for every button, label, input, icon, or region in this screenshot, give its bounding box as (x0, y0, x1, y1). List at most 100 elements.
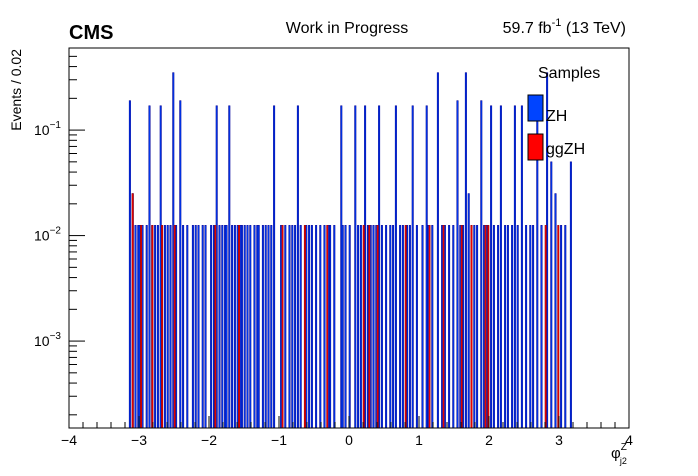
y-axis-title: Events / 0.02 (8, 49, 24, 131)
bar-zh (476, 225, 479, 429)
bar-zh (197, 225, 200, 429)
bar-ggzh (368, 225, 371, 429)
bar-ggzh (281, 225, 284, 429)
y-tick-exponent: −1 (50, 120, 62, 131)
bar-zh (299, 225, 302, 429)
energy-value: (13 TeV) (566, 20, 626, 37)
bar-zh (294, 225, 297, 429)
bar-zh (333, 225, 336, 429)
bar-zh (511, 225, 514, 429)
bar-zh (385, 225, 388, 429)
bar-zh (264, 225, 267, 429)
y-tick-label: 10−2 (34, 226, 61, 244)
legend-label-zh: ZH (546, 108, 567, 125)
bar-zh (344, 225, 347, 429)
bar-zh (415, 225, 418, 429)
bar-zh (243, 225, 246, 429)
bar-zh (372, 225, 375, 429)
x-axis-title: φZ j2 (611, 442, 627, 466)
bar-zh (354, 105, 357, 429)
bar-ggzh (131, 193, 134, 429)
bar-ggzh (238, 225, 241, 429)
bar-zh (490, 105, 493, 429)
bar-zh (516, 225, 519, 429)
x-axis-title-main: φ (611, 445, 621, 462)
bar-zh (246, 225, 249, 429)
bar-zh (359, 225, 362, 429)
bar-zh (380, 225, 383, 429)
bar-zh (225, 225, 228, 429)
bar-zh (564, 225, 567, 429)
bar-zh (270, 225, 273, 429)
bar-zh (296, 105, 299, 429)
bar-zh (233, 225, 236, 429)
bar-zh (288, 225, 291, 429)
bar-zh (492, 225, 495, 429)
bar-ggzh (428, 225, 431, 429)
bar-ggzh (460, 225, 463, 429)
bar-zh (228, 105, 231, 429)
bar-ggzh (404, 225, 407, 429)
bar-zh (182, 225, 185, 429)
bar-zh (529, 225, 532, 429)
bar-zh (166, 225, 169, 429)
legend-swatch-ggzh (527, 133, 544, 161)
bar-zh (191, 225, 194, 429)
bar-zh (520, 105, 523, 429)
bar-zh (204, 225, 207, 429)
bar-zh (497, 225, 500, 429)
x-axis-title-sub: j2 (619, 456, 627, 466)
x-tick-label: −2 (201, 432, 217, 448)
bar-ggzh (151, 225, 154, 429)
y-tick-exponent: −2 (50, 226, 62, 237)
bar-zh (467, 193, 470, 429)
bar-ggzh (303, 225, 306, 429)
lumi-exponent: -1 (552, 17, 562, 29)
bar-ggzh (470, 225, 473, 429)
bar-zh (284, 225, 287, 429)
bar-ggzh (214, 225, 217, 429)
y-tick-base: 10 (34, 228, 50, 244)
bar-zh (128, 100, 131, 429)
bar-zh (401, 225, 404, 429)
bar-zh (134, 225, 137, 429)
bar-zh (163, 225, 166, 429)
bar-zh (315, 225, 318, 429)
legend-title: Samples (538, 65, 600, 82)
status-label: Work in Progress (286, 20, 408, 37)
bar-zh (525, 225, 528, 429)
bar-zh (436, 72, 439, 429)
bar-zh (221, 225, 224, 429)
bar-zh (431, 225, 434, 429)
x-tick-label: 1 (415, 432, 423, 448)
bar-zh (210, 225, 213, 429)
bar-zh (569, 161, 572, 429)
bar-ggzh (487, 225, 490, 429)
y-axis: 10−310−210−1 (34, 55, 85, 416)
bar-zh (513, 105, 516, 429)
bar-ggzh (544, 225, 547, 429)
x-axis-title-sup: Z (621, 442, 627, 453)
bar-zh (273, 105, 276, 429)
experiment-label: CMS (69, 22, 113, 44)
x-axis: −4 −3 −2 −1 0 1 2 3 4 (61, 416, 633, 448)
bar-zh (240, 225, 243, 429)
bar-zh (473, 225, 476, 429)
bar-zh (554, 193, 557, 429)
legend-label-ggzh: ggZH (546, 141, 585, 158)
bar-zh (201, 225, 204, 429)
bar-ggzh (557, 225, 560, 429)
bar-zh (253, 225, 256, 429)
bar-zh (323, 225, 326, 429)
x-tick-label: −3 (131, 432, 147, 448)
bar-zh (329, 225, 332, 429)
bar-zh (560, 225, 563, 429)
x-tick-label: −4 (61, 432, 77, 448)
y-tick-base: 10 (34, 333, 50, 349)
bar-ggzh (362, 225, 365, 429)
bar-ggzh (326, 225, 329, 429)
bar-zh (357, 225, 360, 429)
bar-zh (291, 225, 294, 429)
bar-zh (261, 225, 264, 429)
